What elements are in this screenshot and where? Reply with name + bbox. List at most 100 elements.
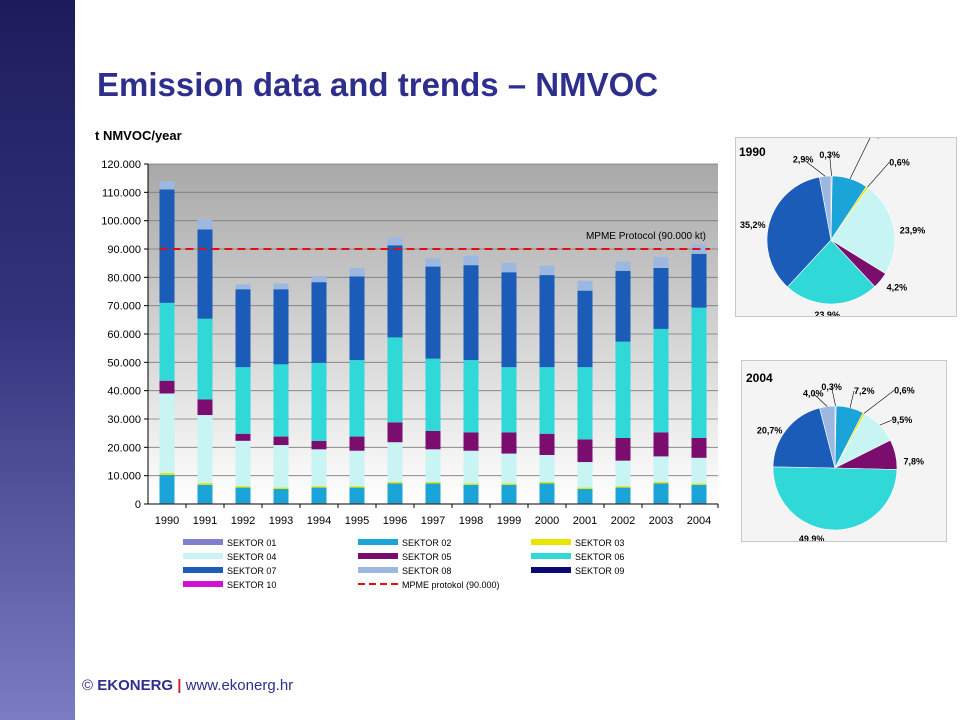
x-tick-label: 1994 <box>307 515 331 527</box>
bar-segment <box>691 307 707 438</box>
pie-label: 0,3% <box>819 150 840 160</box>
bar-segment <box>349 436 365 451</box>
pie-leader-line <box>867 162 890 188</box>
x-tick-label: 1998 <box>459 515 483 527</box>
footer-separator: | <box>177 677 182 694</box>
y-tick-label: 10.000 <box>107 471 141 483</box>
pie-leader-line <box>831 386 836 407</box>
bar-segment <box>615 270 631 342</box>
bar-segment <box>235 284 251 290</box>
x-tick-label: 2000 <box>535 515 559 527</box>
bar-segment <box>539 454 555 482</box>
bar-segment <box>425 449 441 482</box>
bar-segment <box>197 483 213 485</box>
y-tick-label: 80.000 <box>107 272 141 284</box>
pie-label: 23,9% <box>814 310 840 316</box>
y-tick-label: 90.000 <box>107 244 141 256</box>
bar-segment <box>235 440 251 487</box>
bar-segment <box>311 362 327 441</box>
bar-segment <box>159 302 175 381</box>
bar-segment <box>463 483 479 485</box>
pie-label: 0,6% <box>889 157 910 167</box>
bar-segment <box>159 472 175 475</box>
bar-segment <box>387 481 403 484</box>
pie-label: 9,0% <box>872 138 893 139</box>
legend-label: SEKTOR 07 <box>227 566 276 576</box>
bar-segment <box>387 422 403 443</box>
bar-segment <box>463 450 479 484</box>
bar-segment <box>463 255 479 266</box>
bar-segment <box>311 282 327 363</box>
bar-segment <box>425 483 441 504</box>
y-tick-label: 20.000 <box>107 442 141 454</box>
bar-segment <box>615 261 631 271</box>
bar-segment <box>235 289 251 368</box>
x-tick-label: 1991 <box>193 515 217 527</box>
legend-label: SEKTOR 01 <box>227 538 276 548</box>
footer-url-link[interactable]: www.ekonerg.hr <box>185 677 294 694</box>
legend-swatch <box>183 581 223 587</box>
bar-segment <box>691 484 707 504</box>
bar-segment <box>425 266 441 359</box>
y-tick-label: 40.000 <box>107 386 141 398</box>
pie-label: 7,2% <box>854 386 875 396</box>
bar-segment <box>653 328 669 433</box>
pie-slice <box>766 176 832 288</box>
bar-segment <box>235 367 251 434</box>
bar-segment <box>235 433 251 441</box>
pie-leader-line <box>864 390 895 414</box>
bar-segment <box>425 258 441 267</box>
bar-segment <box>463 360 479 433</box>
bar-segment <box>273 488 289 504</box>
bar-segment <box>691 253 707 308</box>
bar-segment <box>691 483 707 485</box>
pie-label: 0,3% <box>821 382 842 392</box>
slide-title: Emission data and trends – NMVOC <box>97 66 659 103</box>
bar-segment <box>349 450 365 487</box>
bar-segment <box>577 290 593 368</box>
bar-segment <box>159 181 175 190</box>
legend-swatch <box>358 553 398 559</box>
bar-segment <box>577 280 593 291</box>
pie-label: 7,8% <box>904 456 925 466</box>
bar-segment <box>691 437 707 458</box>
legend-label: SEKTOR 05 <box>402 552 451 562</box>
bar-segment <box>197 219 213 230</box>
bar-segment <box>501 262 517 273</box>
bar-segment <box>653 256 669 268</box>
pie-chart-1990-panel: 1990 0,3% 9,0% 0,6% 23,9% 4,2% 23,9% 35,2% 2,9% <box>735 137 957 317</box>
legend-label: SEKTOR 10 <box>227 580 276 590</box>
bar-segment <box>653 267 669 329</box>
pie-slice <box>772 466 898 531</box>
bar-segment <box>387 237 403 246</box>
x-tick-label: 1999 <box>497 515 521 527</box>
bar-segment <box>577 488 593 504</box>
legend-label: SEKTOR 02 <box>402 538 451 548</box>
pie-leader-line <box>802 159 826 177</box>
x-tick-label: 2003 <box>649 515 673 527</box>
y-axis-label: t NMVOC/year <box>95 128 182 143</box>
x-tick-label: 1990 <box>155 515 179 527</box>
bar-segment <box>311 275 327 283</box>
legend-swatch <box>183 539 223 545</box>
bar-segment <box>197 415 213 484</box>
bar-segment <box>615 460 631 487</box>
pie-title: 1990 <box>739 145 766 159</box>
bar-segment <box>615 487 631 504</box>
pie-label: 4,0% <box>803 388 824 398</box>
pie-chart-2004-panel: 2004 0,3% 7,2% 0,6% 9,5% 7,8% 49,9% 20,7% 4,0% <box>741 360 947 542</box>
bar-segment <box>273 364 289 437</box>
bar-segment <box>273 436 289 446</box>
bar-segment <box>653 481 669 484</box>
pie-leader-line <box>813 393 828 407</box>
bar-segment <box>501 367 517 433</box>
x-tick-label: 1993 <box>269 515 293 527</box>
legend-swatch <box>183 553 223 559</box>
bar-segment <box>197 318 213 400</box>
bar-segment <box>159 393 175 473</box>
pie-label: 35,2% <box>740 220 766 230</box>
pie-label: 4,2% <box>887 282 908 292</box>
y-tick-label: 0 <box>135 499 141 511</box>
bar-segment <box>311 486 327 488</box>
